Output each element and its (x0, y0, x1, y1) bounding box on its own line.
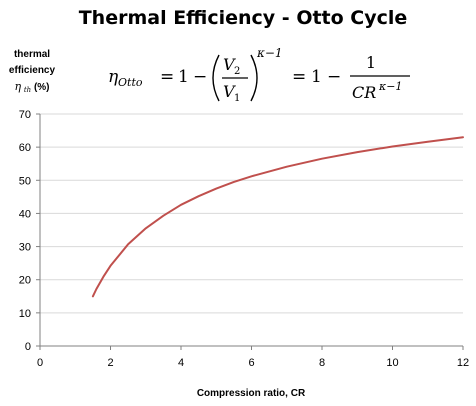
x-tick-label: 4 (178, 357, 184, 369)
y-tick-label: 30 (19, 242, 31, 254)
formula-one-2: 1 (311, 67, 322, 87)
formula-numerator-one: 1 (366, 53, 376, 72)
y-axis-label-unit: (%) (34, 82, 50, 93)
formula-v1: V (223, 82, 236, 101)
y-axis-label-symbol: η (14, 80, 21, 93)
formula-one-1: 1 (178, 67, 189, 87)
formula-cr: CR (352, 83, 376, 102)
y-tick-label: 70 (19, 109, 31, 121)
formula-right-paren (250, 54, 258, 102)
y-tick-label: 10 (19, 308, 31, 320)
x-tick-label: 6 (248, 357, 254, 369)
formula-v1-subscript: 1 (234, 93, 240, 104)
formula-minus-2: − (327, 67, 341, 87)
tick-labels: 0 10 20 30 40 50 60 70 0 2 4 6 8 10 12 (19, 109, 469, 369)
data-series (91, 136, 464, 298)
formula-cr-exponent: κ−1 (378, 80, 402, 93)
formula-left-paren (212, 54, 220, 102)
gridlines (40, 113, 463, 314)
formula-minus-1: − (193, 67, 207, 87)
x-tick-label: 10 (386, 357, 398, 369)
x-tick-label: 0 (37, 357, 43, 369)
y-tick-label: 20 (19, 275, 31, 287)
y-tick-label: 40 (19, 208, 31, 220)
formula-v2: V (223, 55, 236, 74)
x-tick-label: 8 (319, 357, 325, 369)
y-tick-label: 50 (19, 175, 31, 187)
y-tick-label: 0 (25, 341, 31, 353)
x-axis-label: Compression ratio, CR (197, 388, 306, 399)
y-axis-label-line1: thermal (14, 49, 50, 60)
x-tick-label: 2 (107, 357, 113, 369)
formula-eta-subscript: Otto (118, 76, 143, 89)
y-tick-label: 60 (19, 142, 31, 154)
formula-exponent: κ−1 (256, 46, 283, 60)
y-axis-label-unit-line: η th (%) (14, 80, 49, 95)
formula-v2-subscript: 2 (234, 66, 240, 77)
x-tick-label: 12 (457, 357, 469, 369)
formula-eta: η (108, 67, 119, 87)
otto-efficiency-formula: η Otto = 1 − V 2 V 1 κ−1 = 1 − 1 CR κ−1 (108, 46, 410, 104)
y-axis-label-subscript: th (24, 86, 31, 94)
y-axis-label-line2: efficiency (9, 65, 56, 76)
axes (36, 113, 464, 350)
efficiency-curve (91, 136, 464, 298)
formula-equals-1: = (160, 67, 174, 87)
chart-title: Thermal Efficiency - Otto Cycle (79, 7, 408, 29)
formula-equals-2: = (292, 67, 306, 87)
